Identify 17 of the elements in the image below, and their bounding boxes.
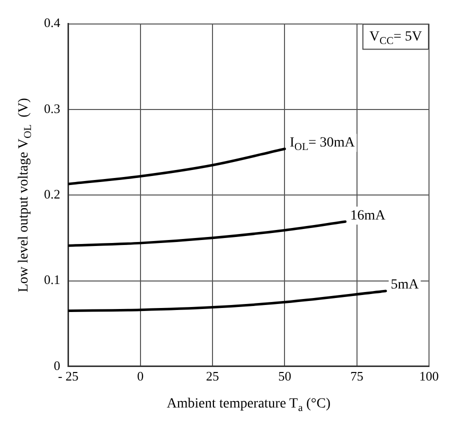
y-axis-title: Low level output voltage VOL (V) bbox=[16, 98, 34, 292]
line-series bbox=[68, 148, 286, 186]
y-tick-label: 0.2 bbox=[44, 186, 60, 202]
y-tick-label: 0.4 bbox=[44, 15, 61, 30]
x-tick-label: 50 bbox=[278, 368, 292, 384]
line-series bbox=[68, 220, 347, 247]
x-tick-label: 0 bbox=[137, 368, 144, 384]
series-label: 16mA bbox=[350, 208, 386, 224]
line-series bbox=[68, 290, 387, 312]
y-tick-label: 0 bbox=[54, 358, 60, 373]
y-tick-label: 0.1 bbox=[44, 272, 60, 288]
x-tick-label: 25 bbox=[206, 368, 220, 384]
y-tick-label: 0.3 bbox=[44, 100, 60, 116]
x-tick-label: 100 bbox=[419, 368, 439, 384]
series-label: 5mA bbox=[390, 278, 420, 293]
x-tick-label: 75 bbox=[350, 368, 364, 384]
x-tick-label: - 25 bbox=[58, 368, 79, 384]
